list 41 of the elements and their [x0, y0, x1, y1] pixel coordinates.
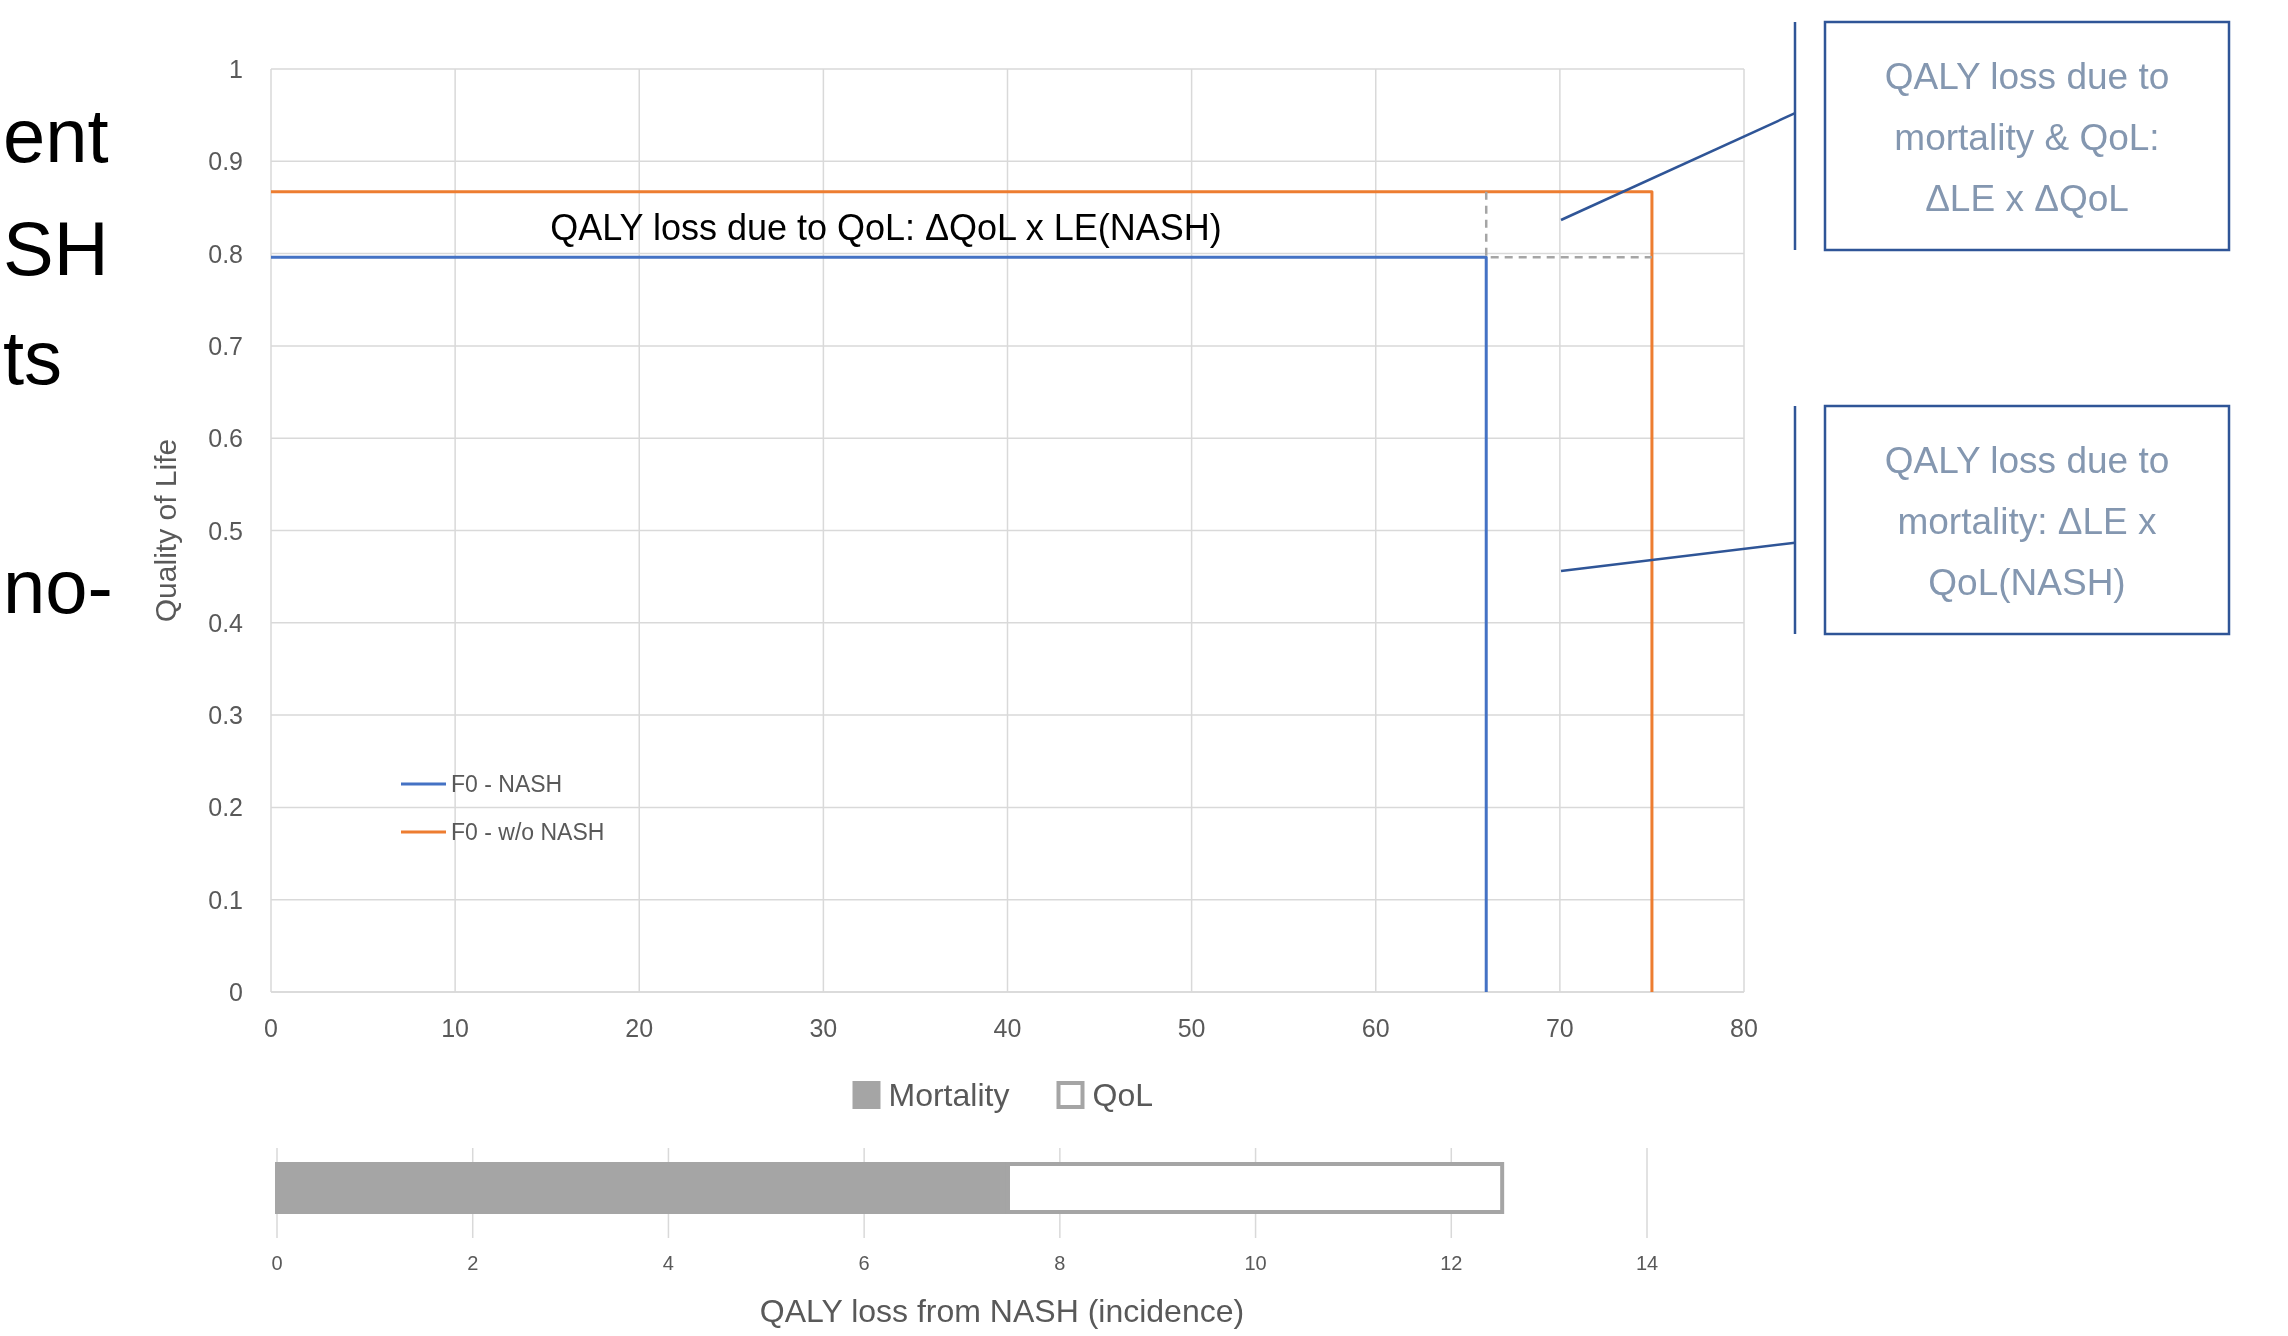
- legend-label: F0 - NASH: [451, 771, 563, 797]
- x-tick-label: 10: [1244, 1252, 1267, 1274]
- y-tick-label: 0.1: [208, 885, 243, 914]
- x-tick-label: 70: [1545, 1014, 1574, 1042]
- x-tick-label: 60: [1361, 1014, 1390, 1042]
- y-tick-label: 0.2: [208, 793, 243, 822]
- x-tick-label: 2: [467, 1252, 479, 1274]
- text: ts: [3, 315, 63, 400]
- y-tick-label: 0.3: [208, 701, 243, 730]
- y-tick-label: 0.9: [208, 147, 243, 176]
- text: no-: [3, 544, 113, 629]
- y-tick-label: 0.4: [208, 608, 244, 637]
- x-tick-label: 10: [441, 1014, 470, 1042]
- y-tick-label: 0: [229, 978, 243, 1006]
- legend-label: Mortality: [888, 1077, 1010, 1113]
- x-tick-label: 6: [858, 1252, 870, 1274]
- y-tick-label: 1: [229, 55, 243, 83]
- text: QALY loss due to mortality & QoL: ΔLE x ΔQoL: [1884, 56, 2170, 219]
- x-tick-label: 12: [1440, 1252, 1463, 1274]
- legend-label: F0 - w/o NASH: [451, 819, 605, 845]
- x-tick-label: 30: [809, 1014, 838, 1042]
- text: SH: [3, 206, 109, 291]
- x-tick-label: 4: [662, 1252, 674, 1274]
- y-tick-label: 0.6: [208, 424, 243, 453]
- x-axis-title: QALY loss from NASH (incidence): [759, 1293, 1245, 1329]
- x-tick-label: 14: [1635, 1252, 1659, 1274]
- x-tick-label: 50: [1177, 1014, 1206, 1042]
- x-tick-label: 8: [1054, 1252, 1066, 1274]
- y-tick-label: 0.5: [208, 516, 243, 545]
- x-tick-label: 40: [993, 1014, 1022, 1042]
- y-tick-label: 0.8: [208, 239, 243, 268]
- x-tick-label: 0: [271, 1252, 283, 1274]
- y-axis-title: Quality of Life: [149, 438, 182, 623]
- x-tick-label: 0: [264, 1014, 278, 1042]
- x-tick-label: 80: [1730, 1014, 1758, 1042]
- x-tick-label: 20: [625, 1014, 654, 1042]
- legend-label: QoL: [1092, 1077, 1153, 1113]
- y-tick-label: 0.7: [208, 331, 243, 360]
- text: QALY loss due to mortality: ΔLE x QoL(NASH): [1884, 440, 2170, 603]
- annotation: QALY loss due to QoL: ΔQoL x LE(NASH): [550, 207, 1222, 248]
- text: ent: [3, 93, 109, 178]
